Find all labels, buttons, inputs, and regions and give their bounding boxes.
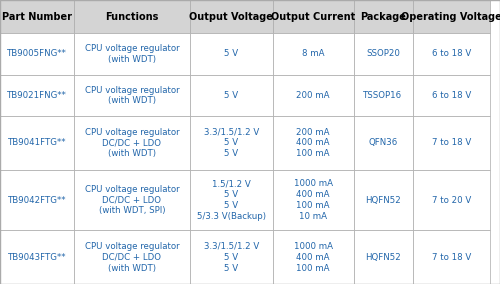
Text: (with WDT): (with WDT) xyxy=(108,264,156,273)
Bar xyxy=(0,116,74,170)
Text: (with WDT): (with WDT) xyxy=(108,96,156,105)
Text: Output Voltage: Output Voltage xyxy=(190,12,273,22)
Text: QFN36: QFN36 xyxy=(368,138,398,147)
Bar xyxy=(74,33,190,75)
Text: Operating Voltage: Operating Voltage xyxy=(401,12,500,22)
Text: (with WDT, SPI): (with WDT, SPI) xyxy=(99,206,165,215)
Bar xyxy=(190,231,272,284)
Text: 5 V: 5 V xyxy=(224,201,238,210)
Bar xyxy=(0,170,74,231)
Text: 3.3/1.5/1.2 V: 3.3/1.5/1.2 V xyxy=(204,128,259,137)
Bar xyxy=(190,33,272,75)
Text: CPU voltage regulator: CPU voltage regulator xyxy=(84,85,180,95)
Bar xyxy=(272,231,353,284)
Bar xyxy=(74,231,190,284)
Text: 3.3/1.5/1.2 V: 3.3/1.5/1.2 V xyxy=(204,242,259,251)
Text: TSSOP16: TSSOP16 xyxy=(364,91,403,100)
Text: (with WDT): (with WDT) xyxy=(108,149,156,158)
Text: 6 to 18 V: 6 to 18 V xyxy=(432,49,471,58)
Bar xyxy=(190,116,272,170)
Text: CPU voltage regulator: CPU voltage regulator xyxy=(84,128,180,137)
Bar xyxy=(190,170,272,231)
Text: 1000 mA: 1000 mA xyxy=(294,242,333,251)
Bar xyxy=(0,33,74,75)
Bar xyxy=(74,75,190,116)
Text: TB9005FNG**: TB9005FNG** xyxy=(7,49,67,58)
Text: 200 mA: 200 mA xyxy=(296,91,330,100)
Bar xyxy=(354,0,412,33)
Bar xyxy=(190,75,272,116)
Text: Package: Package xyxy=(360,12,406,22)
Text: Functions: Functions xyxy=(106,12,158,22)
Bar xyxy=(0,231,74,284)
Bar xyxy=(190,0,272,33)
Text: TB9041FTG**: TB9041FTG** xyxy=(8,138,66,147)
Text: 5 V: 5 V xyxy=(224,253,238,262)
Bar xyxy=(74,116,190,170)
Text: HQFN52: HQFN52 xyxy=(365,196,401,204)
Bar xyxy=(412,231,490,284)
Text: DC/DC + LDO: DC/DC + LDO xyxy=(102,253,162,262)
Text: TB9021FNG**: TB9021FNG** xyxy=(7,91,67,100)
Text: 400 mA: 400 mA xyxy=(296,190,330,199)
Bar xyxy=(354,116,412,170)
Text: SSOP20: SSOP20 xyxy=(366,49,400,58)
Bar xyxy=(272,33,353,75)
Text: CPU voltage regulator: CPU voltage regulator xyxy=(84,44,180,53)
Text: HQFN52: HQFN52 xyxy=(365,253,401,262)
Text: 5/3.3 V(Backup): 5/3.3 V(Backup) xyxy=(197,212,266,221)
Text: 10 mA: 10 mA xyxy=(299,212,327,221)
Text: (with WDT): (with WDT) xyxy=(108,55,156,64)
Bar xyxy=(0,0,74,33)
Text: CPU voltage regulator: CPU voltage regulator xyxy=(84,185,180,194)
Text: 1.5/1.2 V: 1.5/1.2 V xyxy=(212,179,250,189)
Bar xyxy=(74,170,190,231)
Text: Output Current: Output Current xyxy=(271,12,355,22)
Bar xyxy=(354,75,412,116)
Bar xyxy=(272,170,353,231)
Text: 8 mA: 8 mA xyxy=(302,49,324,58)
Bar xyxy=(412,116,490,170)
Text: 7 to 20 V: 7 to 20 V xyxy=(432,196,471,204)
Text: 400 mA: 400 mA xyxy=(296,253,330,262)
Text: 1000 mA: 1000 mA xyxy=(294,179,333,189)
Text: 100 mA: 100 mA xyxy=(296,264,330,273)
Text: 5 V: 5 V xyxy=(224,190,238,199)
Bar xyxy=(412,75,490,116)
Bar xyxy=(354,231,412,284)
Bar xyxy=(272,75,353,116)
Text: 7 to 18 V: 7 to 18 V xyxy=(432,253,471,262)
Bar xyxy=(412,0,490,33)
Text: TB9043FTG**: TB9043FTG** xyxy=(8,253,66,262)
Text: 5 V: 5 V xyxy=(224,264,238,273)
Text: 7 to 18 V: 7 to 18 V xyxy=(432,138,471,147)
Text: Part Number: Part Number xyxy=(2,12,72,22)
Bar xyxy=(74,0,190,33)
Text: 200 mA: 200 mA xyxy=(296,128,330,137)
Text: 400 mA: 400 mA xyxy=(296,138,330,147)
Bar xyxy=(354,170,412,231)
Bar xyxy=(412,33,490,75)
Text: TB9042FTG**: TB9042FTG** xyxy=(8,196,66,204)
Bar xyxy=(412,170,490,231)
Text: 100 mA: 100 mA xyxy=(296,149,330,158)
Text: 6 to 18 V: 6 to 18 V xyxy=(432,91,471,100)
Text: 5 V: 5 V xyxy=(224,138,238,147)
Text: DC/DC + LDO: DC/DC + LDO xyxy=(102,196,162,204)
Bar xyxy=(272,0,353,33)
Text: 5 V: 5 V xyxy=(224,149,238,158)
Text: 5 V: 5 V xyxy=(224,91,238,100)
Text: CPU voltage regulator: CPU voltage regulator xyxy=(84,242,180,251)
Text: DC/DC + LDO: DC/DC + LDO xyxy=(102,138,162,147)
Bar xyxy=(0,75,74,116)
Text: 100 mA: 100 mA xyxy=(296,201,330,210)
Bar xyxy=(272,116,353,170)
Bar xyxy=(354,33,412,75)
Text: 5 V: 5 V xyxy=(224,49,238,58)
